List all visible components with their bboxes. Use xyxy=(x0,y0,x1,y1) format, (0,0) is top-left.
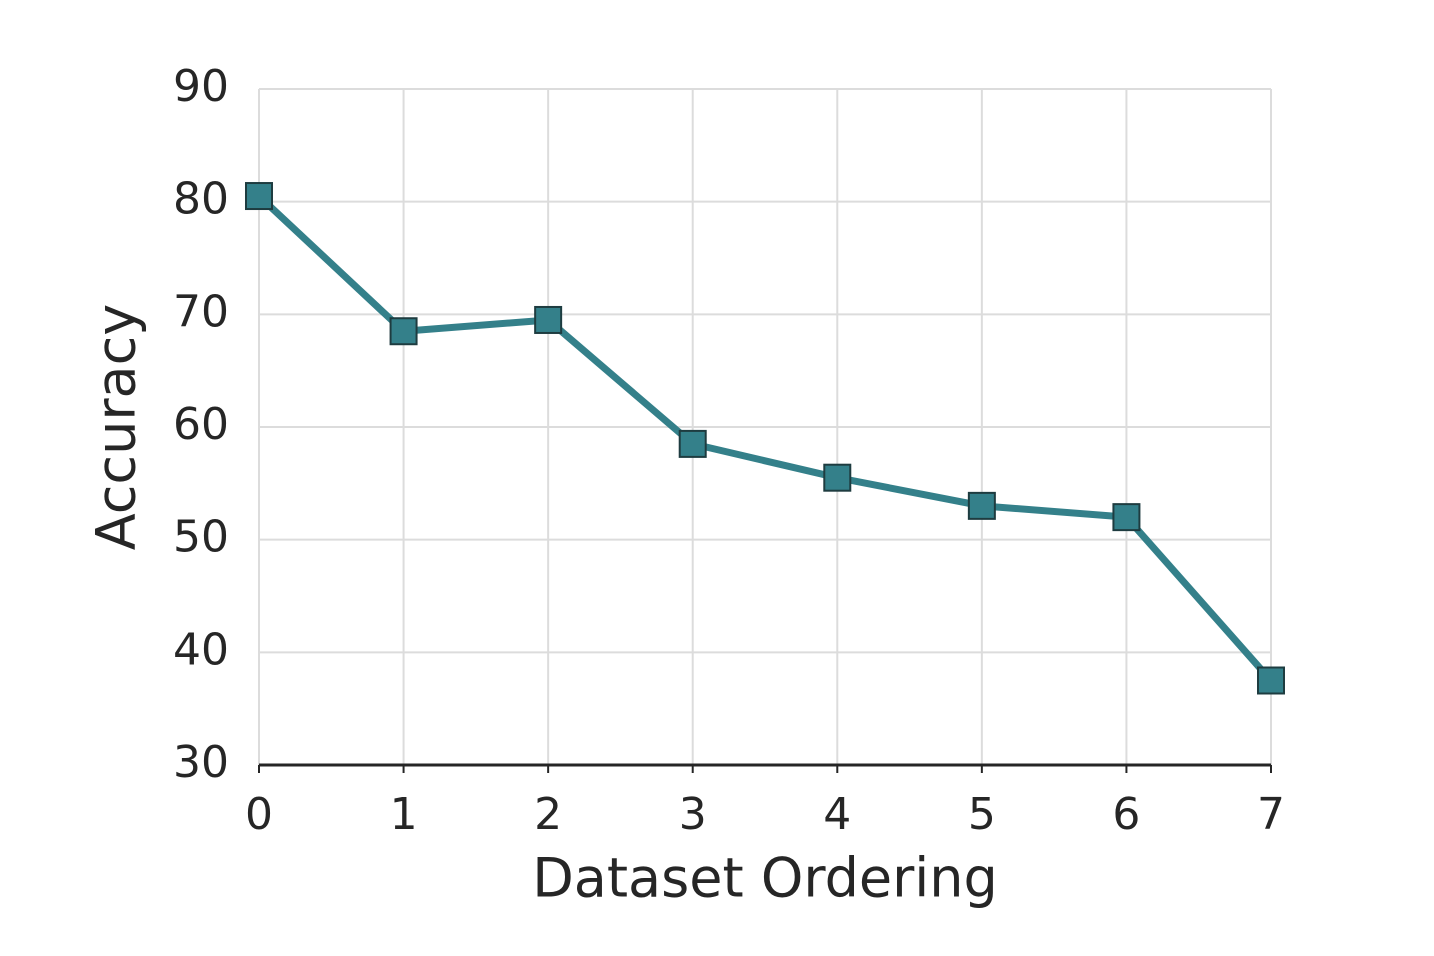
x-tick-label: 5 xyxy=(968,789,996,840)
x-tick-label: 1 xyxy=(390,789,418,840)
data-point xyxy=(678,429,707,458)
y-tick-label: 80 xyxy=(173,174,229,225)
x-tick-label: 7 xyxy=(1257,789,1285,840)
x-tick-label: 4 xyxy=(823,789,851,840)
data-point xyxy=(389,317,418,346)
y-tick-label: 60 xyxy=(173,399,229,450)
x-tick-label: 3 xyxy=(679,789,707,840)
x-tick-label: 0 xyxy=(245,789,273,840)
data-point xyxy=(534,305,563,334)
data-point xyxy=(1257,666,1285,695)
x-tick-label: 6 xyxy=(1112,789,1140,840)
y-tick-label: 40 xyxy=(173,624,229,675)
y-tick-label: 50 xyxy=(173,512,229,563)
y-tick-label: 70 xyxy=(173,286,229,337)
x-tick-label: 2 xyxy=(534,789,562,840)
data-point xyxy=(967,491,996,520)
y-axis-label: Accuracy xyxy=(85,304,148,551)
data-point xyxy=(245,182,273,211)
y-tick-label: 30 xyxy=(173,737,229,788)
data-point xyxy=(823,463,852,492)
x-axis-label: Dataset Ordering xyxy=(532,847,998,910)
y-tick-label: 90 xyxy=(173,61,229,112)
data-point xyxy=(1112,503,1141,532)
data-line xyxy=(256,193,1274,683)
